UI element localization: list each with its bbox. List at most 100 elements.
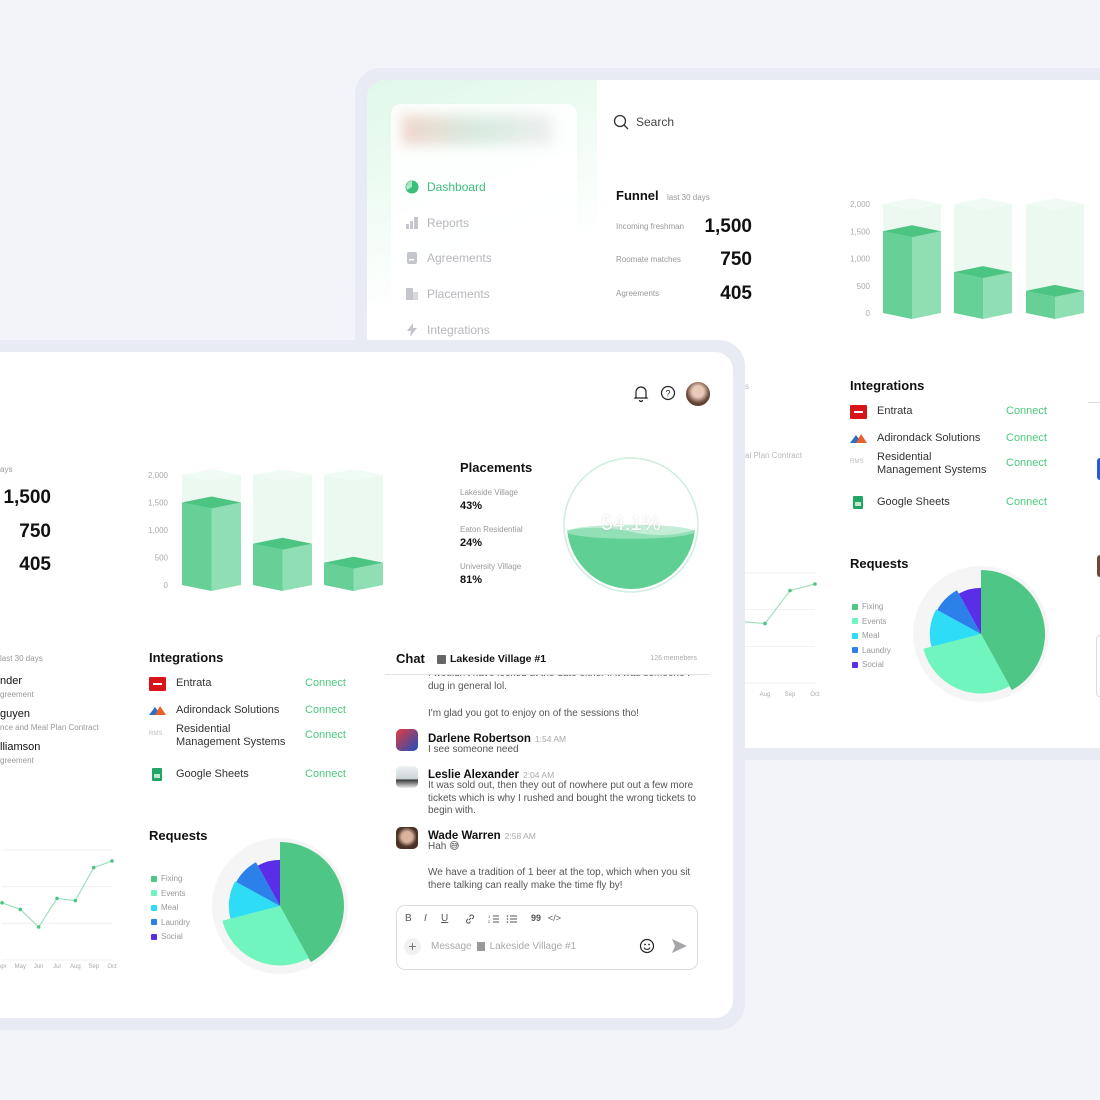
sidebar-label: Reports (427, 216, 470, 230)
data-point (813, 582, 817, 586)
bar-ghost-top (324, 469, 383, 481)
recent-name[interactable]: nder (0, 675, 23, 687)
connect-button[interactable]: Connect (305, 677, 346, 689)
connect-button[interactable]: Connect (1006, 457, 1047, 469)
message-composer (396, 905, 698, 970)
quote-button[interactable]: 99 (531, 913, 542, 923)
search-placeholder: Search (636, 115, 675, 129)
underline-button[interactable]: U (441, 913, 449, 924)
sidebar-item-integrations[interactable]: Integrations (405, 323, 490, 337)
funnel-label: Incoming freshman (616, 222, 685, 231)
send-icon[interactable] (671, 938, 688, 954)
help-icon[interactable]: ? (660, 385, 676, 401)
x-tick-label: Sep (785, 692, 796, 698)
placement-label: Lakeside Village (460, 488, 519, 497)
bar-left-face (883, 231, 912, 319)
connect-button[interactable]: Connect (305, 729, 346, 741)
integration-name: Entrata (176, 677, 212, 689)
integration-name: Adirondack Solutions (176, 704, 280, 716)
bar-ghost-top (253, 469, 312, 481)
bold-button[interactable]: B (405, 913, 412, 924)
placements-icon (406, 288, 418, 300)
integration-name: Residential (176, 723, 231, 735)
funnel-value: 405 (720, 283, 752, 304)
bar-ghost-top (883, 198, 941, 210)
legend-label: Social (862, 660, 884, 669)
connect-button[interactable]: Connect (1006, 432, 1047, 444)
user-avatar[interactable] (686, 382, 710, 406)
legend-item-events: Events (151, 889, 185, 898)
code-button[interactable]: </> (548, 913, 562, 923)
pie-slice-meal (929, 609, 981, 647)
sidebar-item-dashboard[interactable]: Dashboard (405, 180, 486, 194)
author-name[interactable]: Leslie Alexander (428, 769, 519, 781)
sidebar-label: Agreements (427, 251, 492, 265)
integration-row: Google Sheets Connect (149, 768, 349, 784)
message-header: Darlene Robertson 1:54 AM (428, 729, 566, 747)
placement-label: University Village (460, 562, 522, 571)
bar-right-face (353, 562, 383, 591)
avatar-darlene (396, 729, 418, 751)
timestamp: 1:54 AM (534, 734, 567, 744)
author-name[interactable]: Wade Warren (428, 830, 501, 842)
rms-logo: RMS (149, 731, 163, 737)
data-point (18, 907, 23, 912)
message-input[interactable]: Message Lakeside Village #1 (431, 941, 576, 952)
link-icon[interactable] (464, 913, 476, 925)
x-tick-label: Oct (810, 692, 820, 698)
data-point (788, 588, 792, 593)
search-icon (613, 114, 629, 130)
message-text: We have a tradition of 1 beer at the top… (428, 867, 691, 891)
connect-button[interactable]: Connect (1006, 496, 1047, 508)
add-attachment-button[interactable]: + (404, 938, 421, 955)
ordered-list-icon[interactable]: 12 (488, 913, 500, 925)
legend-swatch (151, 904, 157, 911)
bullet-list-icon[interactable] (506, 913, 518, 925)
entrata-logo (149, 677, 166, 691)
integration-name: Management Systems (877, 464, 987, 476)
bar-right-face (211, 502, 241, 591)
legend-item-laundry: Laundry (852, 646, 891, 655)
data-point (36, 925, 41, 929)
sidebar-item-agreements[interactable]: Agreements (405, 251, 492, 265)
integration-name: Adirondack Solutions (877, 432, 981, 444)
message-header: Wade Warren 2:58 AM (428, 826, 536, 844)
chat-channel[interactable]: Lakeside Village #1 (437, 653, 546, 665)
bell-icon[interactable] (633, 385, 649, 402)
funnel-title: Funnel (616, 188, 659, 203)
avatar-wade (396, 827, 418, 849)
bar-top (883, 225, 941, 238)
legend-item-events: Events (852, 617, 886, 626)
funnel-subtitle-fragment: ays (0, 465, 13, 474)
bar-top (182, 496, 241, 509)
funnel-subtitle: last 30 days (667, 193, 710, 202)
sidebar-label: Placements (427, 287, 490, 301)
legend-item-fixing: Fixing (852, 602, 883, 611)
connect-button[interactable]: Connect (1006, 405, 1047, 417)
x-tick-label: Sep (88, 964, 99, 970)
pie-slice-laundry (937, 590, 981, 634)
connect-button[interactable]: Connect (305, 704, 346, 716)
search-box[interactable]: Search (613, 114, 674, 130)
legend-label: Laundry (862, 645, 891, 655)
author-name[interactable]: Darlene Robertson (428, 733, 531, 745)
recent-name[interactable]: lliamson (0, 741, 41, 753)
emoji-icon[interactable] (639, 938, 655, 954)
sidebar-item-reports[interactable]: Reports (405, 216, 469, 230)
recent-name[interactable]: guyen (0, 708, 30, 720)
data-point (73, 898, 78, 903)
pie-slice-laundry (236, 862, 280, 906)
placements-title: Placements (460, 460, 533, 475)
italic-button[interactable]: I (424, 913, 427, 924)
timestamp: 2:58 AM (504, 831, 536, 841)
bar-right-face (282, 543, 312, 591)
sidebar-item-placements[interactable]: Placements (405, 287, 490, 301)
funnel-label: Agreements (616, 289, 660, 298)
pie-slice-meal (228, 881, 280, 919)
funnel-value: 750 (19, 521, 51, 542)
data-point (0, 901, 4, 905)
message-channel: Lakeside Village #1 (489, 941, 577, 952)
sidebar-label: Integrations (427, 323, 490, 337)
connect-button[interactable]: Connect (305, 768, 346, 780)
recent-detail: greement (0, 756, 34, 765)
